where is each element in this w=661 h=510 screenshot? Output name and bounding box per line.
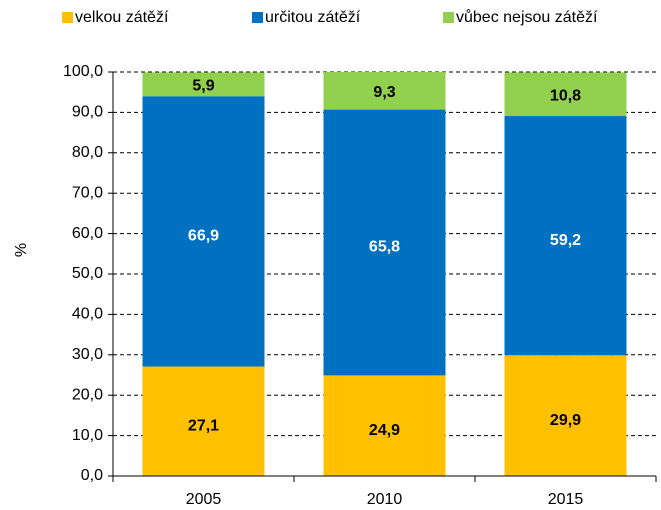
y-tick-label: 60,0: [72, 225, 103, 242]
y-tick-label: 70,0: [72, 184, 103, 201]
data-label: 9,3: [373, 84, 395, 101]
legend-swatch: [443, 12, 454, 23]
x-tick-label: 2010: [367, 491, 403, 508]
data-label: 66,9: [188, 228, 219, 245]
bar-segment: [504, 355, 627, 476]
data-label: 65,8: [369, 239, 400, 256]
bar-segment: [142, 366, 265, 476]
data-label: 5,9: [192, 78, 214, 95]
bar-segment: [323, 109, 446, 376]
data-label: 27,1: [188, 417, 219, 434]
x-tick-label: 2005: [186, 491, 222, 508]
y-tick-label: 0,0: [81, 467, 103, 484]
legend-swatch: [252, 12, 263, 23]
data-label: 59,2: [550, 232, 581, 249]
y-tick-label: 90,0: [72, 104, 103, 121]
data-label: 10,8: [550, 87, 581, 104]
y-tick-label: 40,0: [72, 306, 103, 323]
bar-segment: [142, 96, 265, 367]
bar-segment: [323, 72, 446, 110]
bar-segment: [504, 116, 627, 356]
data-label: 24,9: [369, 422, 400, 439]
y-tick-label: 20,0: [72, 386, 103, 403]
data-label: 29,9: [550, 412, 581, 429]
y-tick-label: 80,0: [72, 144, 103, 161]
legend-label: vůbec nejsou zátěží: [456, 8, 598, 26]
y-tick-label: 50,0: [72, 265, 103, 282]
legend-swatch: [62, 12, 73, 23]
bar-segment: [323, 375, 446, 476]
bar-segment: [504, 72, 627, 117]
legend-label: určitou zátěží: [265, 9, 361, 26]
y-tick-label: 100,0: [63, 63, 103, 80]
legend-label: velkou zátěží: [75, 9, 169, 26]
y-tick-label: 30,0: [72, 346, 103, 363]
x-tick-label: 2015: [548, 491, 584, 508]
y-axis-label: %: [13, 243, 30, 257]
y-tick-label: 10,0: [72, 427, 103, 444]
bar-segment: [142, 72, 265, 97]
